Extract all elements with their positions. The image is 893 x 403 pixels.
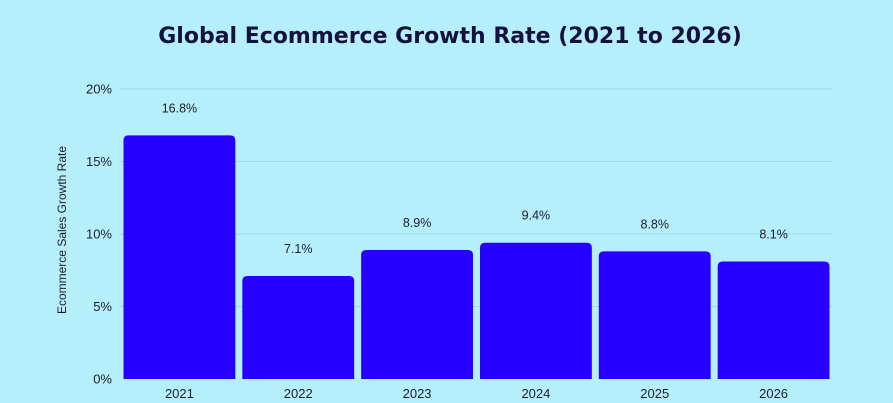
data-label-2026: 8.1% bbox=[759, 228, 788, 242]
bar-2025 bbox=[598, 251, 711, 379]
bar-2022 bbox=[242, 276, 355, 379]
y-tick-label: 0% bbox=[93, 372, 112, 387]
y-tick-label: 10% bbox=[86, 227, 112, 242]
bar-2024 bbox=[480, 242, 592, 379]
y-tick-label: 5% bbox=[93, 299, 112, 314]
data-labels: 16.8% 7.1% 8.9% 9.4% 8.8% 8.1% bbox=[162, 101, 788, 256]
x-tick-label-2021: 2021 bbox=[165, 386, 194, 401]
data-label-2022: 7.1% bbox=[284, 242, 313, 256]
gridlines bbox=[120, 88, 833, 307]
bars bbox=[123, 135, 830, 379]
y-tick-label: 20% bbox=[86, 82, 112, 97]
x-tick-label-2024: 2024 bbox=[521, 386, 550, 401]
data-label-2025: 8.8% bbox=[641, 217, 670, 231]
data-label-2024: 9.4% bbox=[522, 209, 551, 223]
x-tick-label-2025: 2025 bbox=[640, 386, 669, 401]
bar-2021 bbox=[123, 135, 236, 379]
data-label-2023: 8.9% bbox=[403, 216, 432, 230]
y-axis-ticks: 0% 5% 10% 15% 20% bbox=[86, 82, 112, 387]
chart-title: Global Ecommerce Growth Rate (2021 to 20… bbox=[158, 24, 742, 49]
x-tick-label-2022: 2022 bbox=[284, 386, 313, 401]
bar-2026 bbox=[717, 261, 830, 379]
x-tick-label-2026: 2026 bbox=[759, 386, 788, 401]
data-label-2021: 16.8% bbox=[162, 101, 197, 115]
bar-2023 bbox=[361, 249, 473, 379]
y-tick-label: 15% bbox=[86, 154, 112, 169]
x-tick-label-2023: 2023 bbox=[403, 386, 432, 401]
y-axis-label: Ecommerce Sales Growth Rate bbox=[55, 146, 69, 314]
x-axis-ticks: 2021 2022 2023 2024 2025 2026 bbox=[165, 386, 788, 401]
